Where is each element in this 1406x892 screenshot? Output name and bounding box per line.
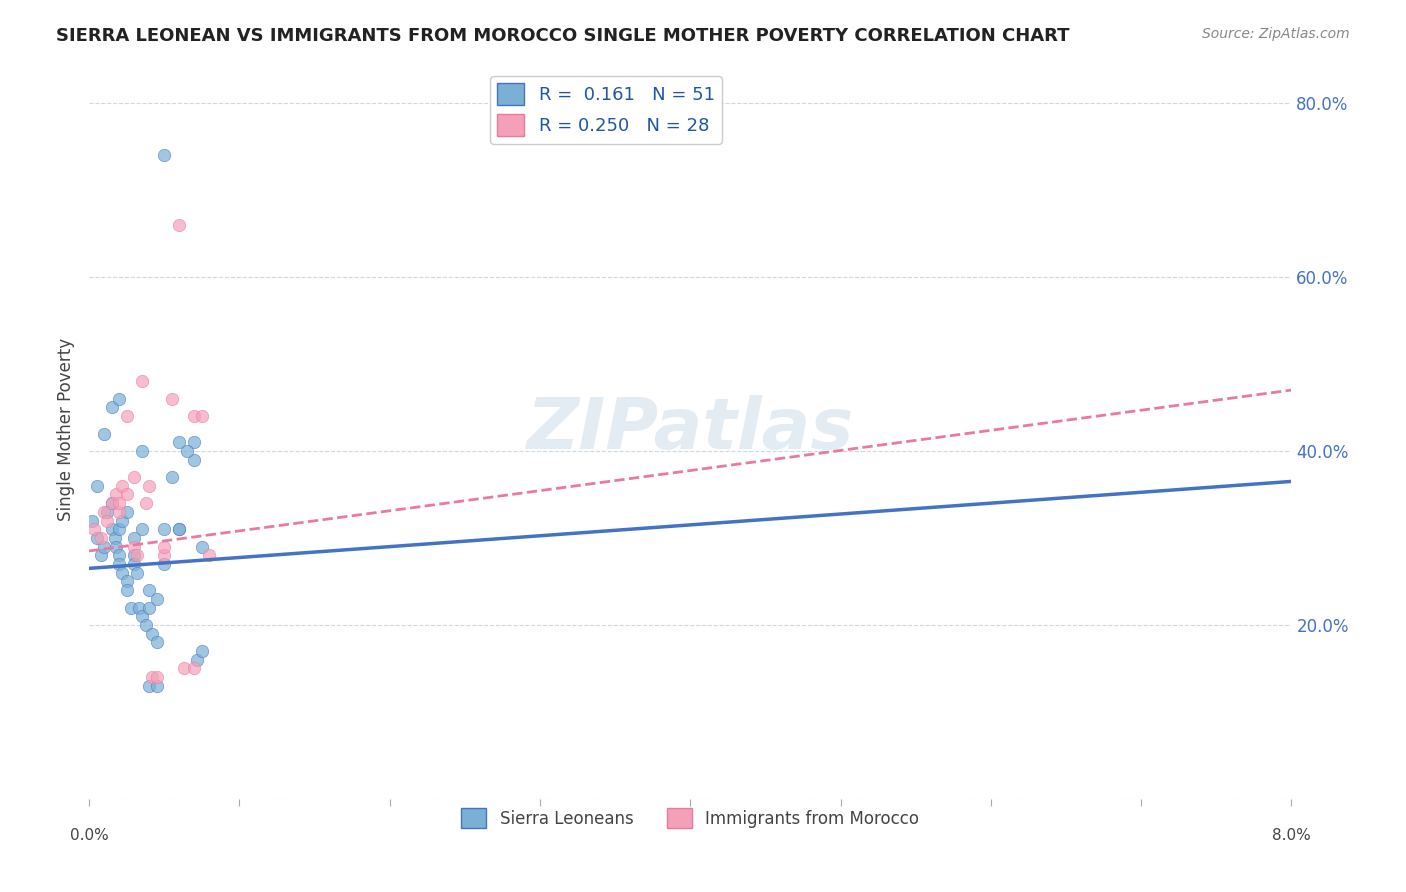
Point bbox=[108, 549, 131, 563]
Point bbox=[122, 531, 145, 545]
Point bbox=[90, 549, 112, 563]
Point bbox=[131, 522, 153, 536]
Point bbox=[128, 600, 150, 615]
Y-axis label: Single Mother Poverty: Single Mother Poverty bbox=[58, 338, 75, 521]
Point bbox=[108, 392, 131, 406]
Point bbox=[104, 531, 127, 545]
Point bbox=[115, 505, 138, 519]
Point bbox=[127, 566, 149, 580]
Point bbox=[90, 531, 112, 545]
Point bbox=[122, 557, 145, 571]
Point bbox=[176, 444, 198, 458]
Legend: Sierra Leoneans, Immigrants from Morocco: Sierra Leoneans, Immigrants from Morocco bbox=[454, 801, 925, 835]
Point bbox=[93, 505, 115, 519]
Point bbox=[115, 487, 138, 501]
Point bbox=[141, 670, 163, 684]
Text: SIERRA LEONEAN VS IMMIGRANTS FROM MOROCCO SINGLE MOTHER POVERTY CORRELATION CHAR: SIERRA LEONEAN VS IMMIGRANTS FROM MOROCC… bbox=[56, 27, 1070, 45]
Point bbox=[183, 452, 205, 467]
Point bbox=[93, 426, 115, 441]
Point bbox=[96, 505, 118, 519]
Point bbox=[135, 618, 157, 632]
Point bbox=[127, 549, 149, 563]
Point bbox=[86, 531, 108, 545]
Point bbox=[183, 661, 205, 675]
Point bbox=[160, 470, 183, 484]
Point bbox=[122, 549, 145, 563]
Point bbox=[96, 514, 118, 528]
Point bbox=[141, 626, 163, 640]
Point bbox=[105, 487, 128, 501]
Point bbox=[198, 549, 221, 563]
Point bbox=[100, 496, 122, 510]
Point bbox=[138, 583, 160, 598]
Point bbox=[93, 540, 115, 554]
Point bbox=[83, 522, 105, 536]
Point bbox=[153, 549, 176, 563]
Point bbox=[115, 574, 138, 589]
Point bbox=[153, 522, 176, 536]
Point bbox=[167, 435, 190, 450]
Point bbox=[120, 600, 142, 615]
Point bbox=[122, 540, 145, 554]
Point bbox=[167, 522, 190, 536]
Point bbox=[111, 479, 134, 493]
Point bbox=[145, 591, 167, 606]
Point bbox=[167, 218, 190, 232]
Point bbox=[131, 375, 153, 389]
Point bbox=[138, 679, 160, 693]
Text: Source: ZipAtlas.com: Source: ZipAtlas.com bbox=[1202, 27, 1350, 41]
Point bbox=[115, 583, 138, 598]
Point bbox=[191, 409, 214, 424]
Point bbox=[111, 514, 134, 528]
Point bbox=[111, 566, 134, 580]
Point bbox=[183, 409, 205, 424]
Point bbox=[191, 540, 214, 554]
Point bbox=[100, 496, 122, 510]
Point bbox=[145, 670, 167, 684]
Point bbox=[153, 148, 176, 162]
Point bbox=[138, 479, 160, 493]
Point bbox=[105, 540, 128, 554]
Point bbox=[122, 470, 145, 484]
Point bbox=[138, 600, 160, 615]
Point bbox=[186, 653, 208, 667]
Point bbox=[115, 409, 138, 424]
Point bbox=[108, 496, 131, 510]
Point bbox=[183, 435, 205, 450]
Point bbox=[86, 479, 108, 493]
Point bbox=[173, 661, 195, 675]
Point bbox=[191, 644, 214, 658]
Point bbox=[131, 444, 153, 458]
Point bbox=[145, 679, 167, 693]
Point bbox=[100, 401, 122, 415]
Point bbox=[131, 609, 153, 624]
Point bbox=[153, 557, 176, 571]
Point bbox=[108, 557, 131, 571]
Point bbox=[160, 392, 183, 406]
Point bbox=[167, 522, 190, 536]
Text: ZIPatlas: ZIPatlas bbox=[527, 395, 853, 464]
Point bbox=[108, 505, 131, 519]
Point bbox=[135, 496, 157, 510]
Point bbox=[153, 540, 176, 554]
Text: 0.0%: 0.0% bbox=[70, 829, 108, 844]
Text: 8.0%: 8.0% bbox=[1272, 829, 1310, 844]
Point bbox=[80, 514, 103, 528]
Point bbox=[100, 522, 122, 536]
Point bbox=[108, 522, 131, 536]
Point bbox=[145, 635, 167, 649]
